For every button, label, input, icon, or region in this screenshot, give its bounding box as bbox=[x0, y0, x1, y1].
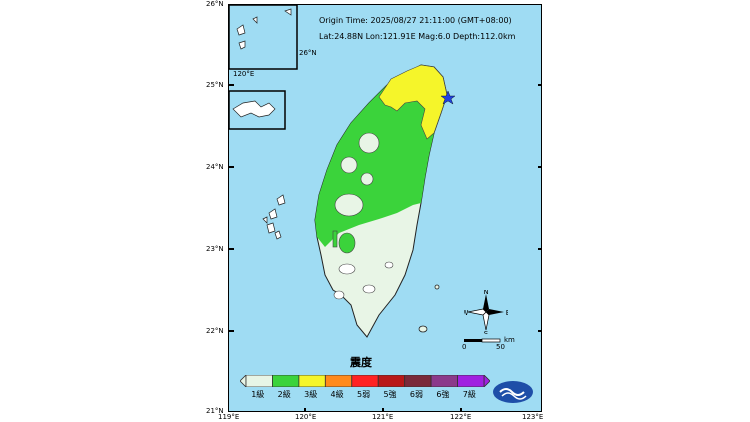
cwa-logo-icon bbox=[493, 381, 533, 403]
legend-cell-4 bbox=[324, 375, 353, 387]
taiwan-map-svg bbox=[229, 5, 541, 411]
legend-bar bbox=[240, 375, 490, 387]
legend-cell-3 bbox=[298, 375, 326, 387]
compass-icon: N S E W bbox=[464, 290, 508, 334]
compass-n: N bbox=[483, 290, 488, 296]
level-1-pocket bbox=[338, 263, 356, 275]
level-3-region bbox=[378, 64, 448, 140]
legend-cell-1 bbox=[245, 375, 273, 387]
epicenter-star bbox=[440, 90, 456, 105]
legend-label-2: 2級 bbox=[277, 390, 291, 399]
level-2-pocket bbox=[338, 232, 356, 254]
level-2-pocket bbox=[332, 230, 338, 248]
legend-cell-6 bbox=[377, 375, 406, 387]
legend-label-7: 6弱 bbox=[409, 390, 423, 399]
frame-ticks bbox=[229, 84, 541, 411]
lon-121-label: 121°E bbox=[372, 413, 394, 421]
scale-start: 0 bbox=[462, 343, 467, 351]
lat-25-label: 25°N bbox=[206, 81, 224, 89]
matsu-islands bbox=[236, 8, 292, 50]
level-1-pocket bbox=[384, 261, 394, 269]
lon-120-label: 120°E bbox=[295, 413, 317, 421]
scale-end: 50 bbox=[496, 343, 505, 351]
inset-kinmen bbox=[229, 90, 286, 130]
legend-label-6: 5強 bbox=[383, 390, 397, 399]
origin-time: Origin Time: 2025/08/27 21:11:00 (GMT+08… bbox=[319, 16, 512, 25]
legend-label-5: 5弱 bbox=[357, 390, 371, 399]
legend-label-9: 7級 bbox=[462, 390, 476, 399]
inset-lon-label: 120°E bbox=[233, 70, 255, 78]
level-1-pocket bbox=[358, 132, 380, 154]
lat-21-label: 21°N bbox=[206, 407, 224, 415]
legend-cell-7 bbox=[404, 375, 432, 387]
compass-s: S bbox=[484, 330, 489, 334]
quake-location: Lat:24.88N Lon:121.91E Mag:6.0 Depth:112… bbox=[319, 32, 516, 41]
level-1-pocket bbox=[362, 284, 376, 294]
intensity-map: Origin Time: 2025/08/27 21:11:00 (GMT+08… bbox=[228, 4, 542, 412]
legend-label-8: 6強 bbox=[436, 390, 450, 399]
lat-24-label: 24°N bbox=[206, 163, 224, 171]
scale-unit: km bbox=[504, 336, 515, 344]
legend-cell-9 bbox=[457, 375, 485, 387]
legend-cell-2 bbox=[272, 375, 300, 387]
lon-123-label: 123°E bbox=[522, 413, 544, 421]
lat-26-label: 26°N bbox=[206, 0, 224, 8]
green-island bbox=[434, 284, 440, 290]
level-1-pocket bbox=[360, 172, 374, 186]
orchid-island bbox=[418, 325, 428, 333]
lat-22-label: 22°N bbox=[206, 327, 224, 335]
kinmen-island bbox=[232, 100, 276, 118]
legend-label-4: 4級 bbox=[330, 390, 344, 399]
legend-cell-5 bbox=[351, 375, 379, 387]
level-1-pocket bbox=[334, 193, 364, 217]
level-1-pocket bbox=[340, 156, 358, 174]
inset-matsu bbox=[229, 5, 298, 70]
compass-e: E bbox=[506, 309, 508, 317]
legend-title: 震度 bbox=[350, 356, 372, 369]
legend-label-1: 1級 bbox=[251, 390, 265, 399]
lon-119-label: 119°E bbox=[218, 413, 240, 421]
compass-w: W bbox=[464, 309, 469, 317]
inset-lat-label: 26°N bbox=[299, 49, 317, 57]
level-1-pocket bbox=[333, 290, 345, 300]
legend-label-3: 3級 bbox=[304, 390, 318, 399]
legend-cell-8 bbox=[430, 375, 458, 387]
penghu-islands bbox=[262, 194, 286, 240]
lat-23-label: 23°N bbox=[206, 245, 224, 253]
lon-122-label: 122°E bbox=[450, 413, 472, 421]
scale-bar: 0 50 km bbox=[462, 336, 518, 355]
